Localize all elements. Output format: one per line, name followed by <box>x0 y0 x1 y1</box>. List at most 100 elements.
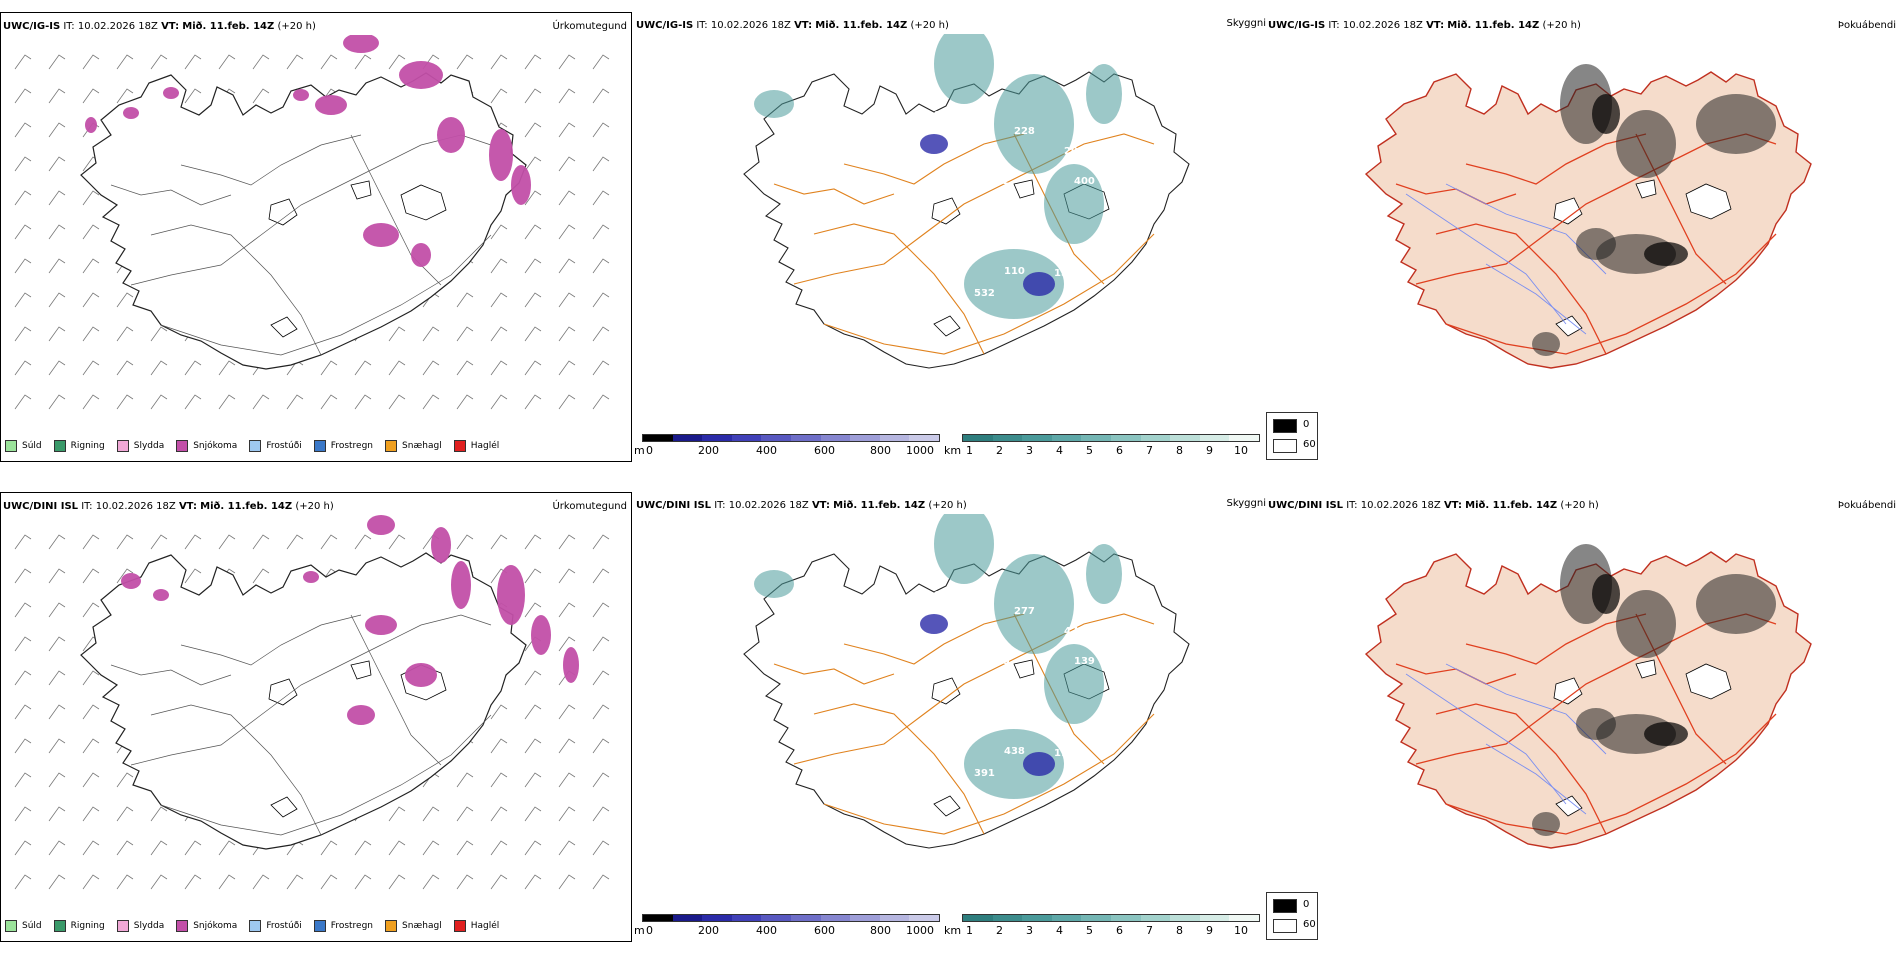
wind-barb <box>82 360 100 376</box>
wind-barb <box>82 190 100 206</box>
cloudbase-label: 391 <box>974 768 995 779</box>
valid-time: Mið. 11.feb. 14Z <box>1465 500 1558 511</box>
wind-barb <box>116 874 134 890</box>
glacier-outline <box>350 660 372 680</box>
valid-time: Mið. 11.feb. 14Z <box>833 500 926 511</box>
snow-area <box>85 117 97 133</box>
snow-area <box>315 95 347 115</box>
road <box>793 613 1155 765</box>
cloudbase-label: 124 <box>1134 646 1155 657</box>
glacier-outline <box>933 795 961 817</box>
wind-barb <box>320 874 338 890</box>
cloudbase-label: 110 <box>1004 266 1025 277</box>
wind-barb <box>592 568 610 584</box>
wind-barb <box>422 326 440 342</box>
wind-barb <box>592 840 610 856</box>
colorbar-tick: 6 <box>1116 924 1123 937</box>
colorbar-tick: 3 <box>1026 924 1033 937</box>
fog-area <box>1532 332 1560 356</box>
wind-barb <box>218 840 236 856</box>
road <box>823 713 1155 835</box>
wind-barb <box>422 840 440 856</box>
wind-barb <box>218 360 236 376</box>
wind-barb <box>82 88 100 104</box>
coastline <box>80 72 527 370</box>
wind-barb <box>592 360 610 376</box>
wind-barb <box>524 874 542 890</box>
wind-barb <box>558 156 576 172</box>
wind-barb <box>490 840 508 856</box>
wind-barb <box>218 394 236 410</box>
panel-header: UWC/DINI ISL IT: 10.02.2026 18Z VT: Mið.… <box>1268 500 1896 514</box>
legend-item: Frostúði <box>249 920 302 932</box>
wind-barb <box>524 840 542 856</box>
wind-barb <box>456 54 474 70</box>
snow-area <box>303 571 319 583</box>
fog-area <box>1532 812 1560 836</box>
wind-barb <box>14 122 32 138</box>
wind-barb <box>490 360 508 376</box>
valid-time-label: VT: <box>161 21 180 32</box>
wind-barb <box>558 88 576 104</box>
wind-barb <box>116 568 134 584</box>
wind-barb <box>592 636 610 652</box>
valid-time-label: VT: <box>178 501 197 512</box>
wind-barb <box>218 534 236 550</box>
wind-barb <box>524 88 542 104</box>
wind-barb <box>490 326 508 342</box>
legend-item: Snjókoma <box>176 920 237 932</box>
fog-area <box>1616 110 1676 178</box>
wind-barb <box>592 224 610 240</box>
wind-barb <box>422 360 440 376</box>
wind-barb <box>490 874 508 890</box>
wind-barb <box>558 602 576 618</box>
glacier-outline <box>931 677 961 705</box>
river <box>1485 743 1587 815</box>
wind-barb <box>354 874 372 890</box>
valid-time: Mið. 11.feb. 14Z <box>1447 20 1540 31</box>
wind-barb <box>456 534 474 550</box>
valid-time-label: VT: <box>1443 500 1462 511</box>
wind-barb <box>48 54 66 70</box>
wind-barb <box>14 156 32 172</box>
colorbar-tick: 800 <box>870 924 891 937</box>
dense-fog-area <box>1644 722 1688 746</box>
wind-barb <box>14 636 32 652</box>
snow-area <box>399 61 443 89</box>
river <box>1405 673 1567 805</box>
wind-barb <box>252 874 270 890</box>
colorbar-unit: m <box>634 444 645 457</box>
legend-label: Snjókoma <box>193 921 238 931</box>
forecast-row-ig-is: UWC/IG-IS IT: 10.02.2026 18Z VT: Mið. 11… <box>0 12 1900 482</box>
precip-map <box>14 35 610 410</box>
wind-barb <box>592 738 610 754</box>
wind-barb <box>592 156 610 172</box>
wind-barb <box>14 704 32 720</box>
glacier-outline <box>268 678 298 706</box>
wind-barb <box>592 88 610 104</box>
precip-type-panel: UWC/DINI ISL IT: 10.02.2026 18Z VT: Mið.… <box>0 492 632 942</box>
wind-barb <box>48 224 66 240</box>
road <box>110 664 232 686</box>
road <box>1435 223 1607 355</box>
colorbar-tick: 0 <box>646 924 653 937</box>
wind-barb <box>558 704 576 720</box>
colorbar-tick: 8 <box>1176 924 1183 937</box>
legend-item: Frostregn <box>313 440 373 452</box>
wind-barb <box>48 568 66 584</box>
snow-area <box>563 647 579 683</box>
colorbar-tick: 6 <box>1116 444 1123 457</box>
wind-barb <box>184 840 202 856</box>
wind-barb <box>558 568 576 584</box>
cloudbase-label: 228 <box>1014 126 1035 137</box>
wind-barb <box>82 224 100 240</box>
legend-item: Snæhagl <box>385 440 442 452</box>
wind-barb <box>592 326 610 342</box>
precip-type-legend: Súld Rigning Slydda Snjókoma Frostúði Fr… <box>5 917 511 935</box>
colorbar-unit: km <box>944 444 962 457</box>
wind-barb <box>116 534 134 550</box>
model-name: UWC/DINI ISL <box>636 500 712 511</box>
low-visibility-area <box>1086 64 1122 124</box>
wind-barb <box>354 534 372 550</box>
cloudbase-label: 438 <box>1004 746 1025 757</box>
